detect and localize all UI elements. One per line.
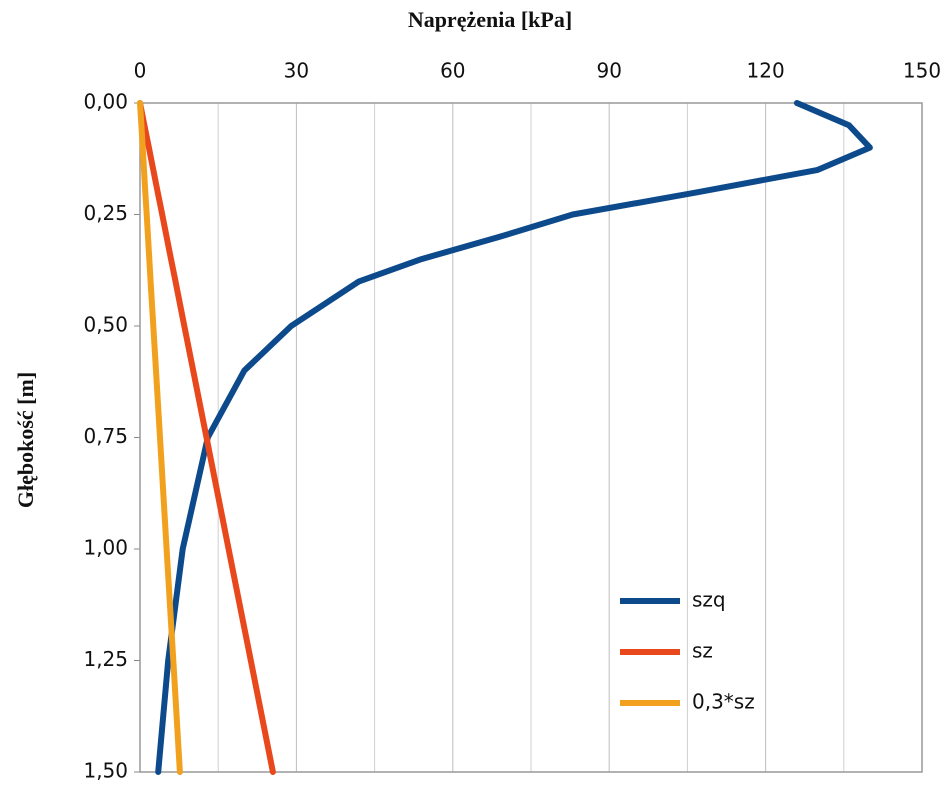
series-line bbox=[137, 100, 276, 775]
legend-label: 0,3*sz bbox=[692, 690, 755, 714]
legend-label: sz bbox=[692, 639, 713, 663]
y-tick-label: 1,50 bbox=[83, 759, 128, 783]
x-tick-label: 90 bbox=[596, 59, 621, 83]
chart-title: Naprężenia [kPa] bbox=[408, 7, 572, 32]
y-tick-label: 1,00 bbox=[83, 536, 128, 560]
y-tick-label: 0,00 bbox=[83, 90, 128, 114]
legend-label: szq bbox=[692, 588, 726, 612]
x-tick-label: 0 bbox=[134, 59, 147, 83]
x-tick-label: 60 bbox=[440, 59, 465, 83]
x-tick-label: 30 bbox=[284, 59, 309, 83]
series-line bbox=[155, 100, 873, 775]
y-tick-label: 0,25 bbox=[83, 201, 128, 225]
x-tick-label: 120 bbox=[747, 59, 785, 83]
y-tick-label: 0,75 bbox=[83, 424, 128, 448]
y-tick-label: 0,50 bbox=[83, 313, 128, 337]
x-tick-label: 150 bbox=[903, 59, 941, 83]
y-tick-label: 1,25 bbox=[83, 647, 128, 671]
series-line bbox=[137, 100, 183, 775]
y-axis-label: Głębokość [m] bbox=[13, 372, 38, 508]
plot-border bbox=[139, 102, 923, 773]
